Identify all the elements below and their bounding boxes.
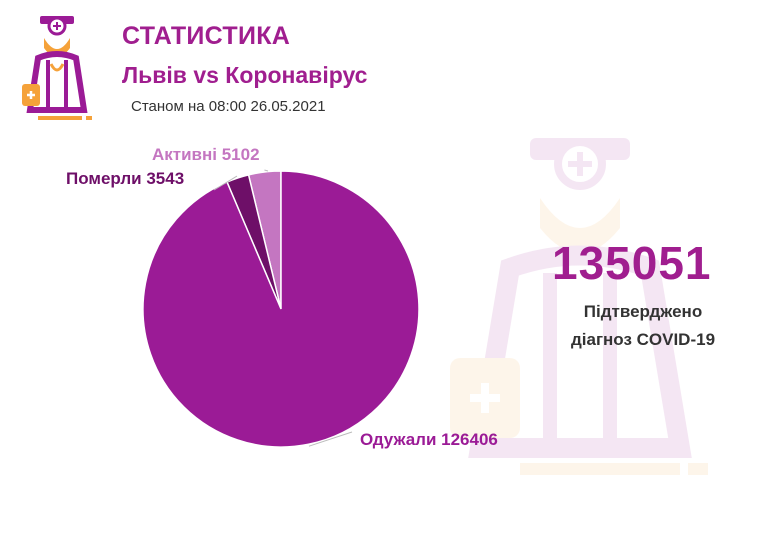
leader-line-1 [264, 169, 269, 172]
slice-label-2: Померли 3543 [66, 169, 184, 188]
leader-line-2 [213, 175, 238, 191]
pie-slice-3 [142, 170, 420, 448]
page-title: СТАТИСТИКА [122, 22, 291, 50]
total-confirmed-value: 135051 [552, 237, 712, 289]
page-subtitle: Львів vs Коронавірус [122, 62, 368, 88]
total-confirmed-label: Підтверджено діагноз COVID-19 [548, 298, 738, 354]
doctor-watermark-icon [450, 138, 708, 475]
leader-line-3 [308, 431, 353, 447]
doctor-logo-icon [22, 16, 92, 120]
total-label-line2: діагноз COVID-19 [570, 330, 716, 349]
date-stamp: Станом на 08:00 26.05.2021 [131, 98, 326, 115]
slice-label-1: Активні 5102 [152, 145, 260, 164]
slice-label-3: Одужали 126406 [360, 430, 498, 449]
total-label-line1: Підтверджено [583, 302, 703, 321]
